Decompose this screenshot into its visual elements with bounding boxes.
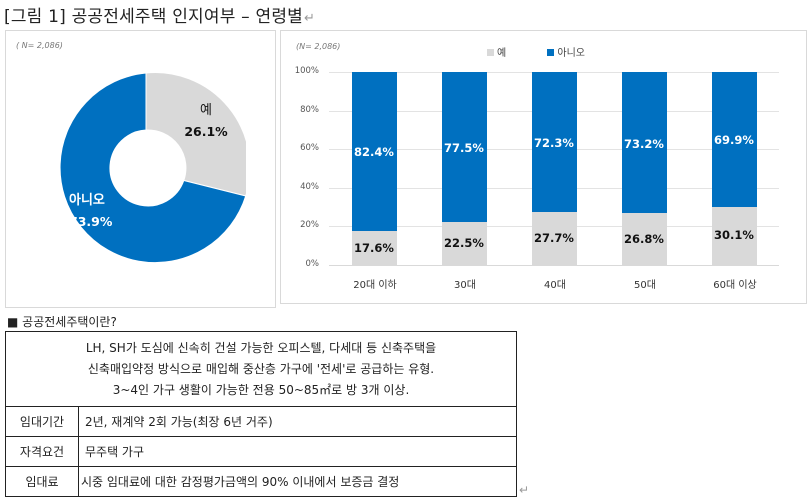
y-tick-0: 0% — [305, 259, 320, 269]
figure-title-text: [그림 1] 공공전세주택 인지여부 – 연령별 — [4, 7, 303, 27]
bar-40s-yes — [532, 212, 577, 265]
bar-60s-no-label: 69.9% — [714, 133, 754, 147]
pie-sample-size: ( N= 2,086) — [16, 41, 63, 50]
pie-label-no-value: 73.9% — [69, 214, 113, 229]
bar-20s-no-label: 82.4% — [354, 145, 394, 159]
pie-slice-no — [59, 73, 246, 263]
row-value-rent: 시중 임대료에 대한 감정평가금액의 90% 이내에서 보증금 결정 — [78, 466, 517, 497]
bar-legend: 예 아니오 — [487, 44, 585, 59]
row-label-rent: 임대료 — [5, 466, 79, 497]
y-tick-80: 80% — [300, 105, 319, 115]
pie-label-yes-value: 26.1% — [184, 124, 228, 139]
section-heading: ■ 공공전세주택이란? — [7, 315, 117, 329]
description-cell: LH, SH가 도심에 신속히 건설 가능한 오피스텔, 다세대 등 신축주택을… — [5, 331, 517, 407]
bar-60s-no — [712, 72, 757, 207]
bar-40s-yes-label: 27.7% — [534, 231, 574, 245]
bar-50s-no-label: 73.2% — [624, 137, 664, 151]
bar-50s-yes-label: 26.8% — [624, 232, 664, 246]
bar-sample-size: (N= 2,086) — [296, 42, 341, 51]
bar-40s-no — [532, 72, 577, 212]
x-axis-line — [329, 265, 779, 266]
row-label-rental-period: 임대기간 — [5, 406, 79, 437]
bar-50s-no — [622, 72, 667, 213]
bar-30s-no-label: 77.5% — [444, 141, 484, 155]
pie-label-no: 아니오 73.9% — [69, 189, 125, 229]
pie-chart-panel: ( N= 2,086) 예 26.1% 아니오 73.9% — [5, 30, 276, 308]
y-tick-60: 60% — [300, 143, 319, 153]
bar-20s-yes-label: 17.6% — [354, 241, 394, 255]
bar-20s-no — [352, 72, 397, 231]
y-tick-100: 100% — [294, 66, 319, 76]
x-category: 60대 이상 — [713, 280, 757, 291]
info-table: LH, SH가 도심에 신속히 건설 가능한 오피스텔, 다세대 등 신축주택을… — [5, 331, 517, 497]
figure-title: [그림 1] 공공전세주택 인지여부 – 연령별↵ — [4, 2, 315, 27]
row-value-eligibility: 무주택 가구 — [78, 436, 517, 467]
table-row: 임대기간 2년, 재계약 2회 가능(최장 6년 거주) — [5, 406, 517, 437]
bar-60s-yes-label: 30.1% — [714, 228, 754, 242]
x-category: 50대 — [634, 280, 656, 291]
legend-item-no: 아니오 — [547, 48, 585, 59]
pie-slice-yes — [145, 73, 246, 197]
bar-20s-yes — [352, 231, 397, 265]
x-category: 40대 — [544, 280, 566, 291]
paragraph-return-mark: ↵ — [304, 11, 316, 26]
bar-40s-no-label: 72.3% — [534, 136, 574, 150]
donut-chart — [59, 73, 246, 263]
bar-60s-yes — [712, 207, 757, 265]
description-line: 신축매입약정 방식으로 매입해 중산층 가구에 '전세'로 공급하는 유형. — [87, 361, 435, 376]
pie-label-no-name: 아니오 — [69, 193, 105, 208]
bar-30s-no — [442, 72, 487, 222]
table-row: 임대료 시중 임대료에 대한 감정평가금액의 90% 이내에서 보증금 결정 — [5, 466, 517, 497]
legend-swatch-no — [547, 48, 555, 56]
x-category: 30대 — [454, 280, 476, 291]
paragraph-return-mark: ↵ — [519, 483, 530, 497]
legend-item-yes: 예 — [487, 48, 506, 59]
pie-label-yes: 예 26.1% — [176, 99, 236, 139]
table-row: 자격요건 무주택 가구 — [5, 436, 517, 467]
row-label-eligibility: 자격요건 — [5, 436, 79, 467]
table-row-description: LH, SH가 도심에 신속히 건설 가능한 오피스텔, 다세대 등 신축주택을… — [5, 331, 517, 407]
bar-30s-yes-label: 22.5% — [444, 236, 484, 250]
description-line: 3~4인 가구 생활이 가능한 전용 50~85㎡로 방 3개 이상. — [112, 382, 410, 397]
description-line: LH, SH가 도심에 신속히 건설 가능한 오피스텔, 다세대 등 신축주택을 — [85, 340, 437, 355]
pie-label-yes-name: 예 — [200, 103, 212, 118]
legend-swatch-yes — [487, 48, 494, 56]
y-tick-20: 20% — [300, 220, 319, 230]
bar-50s-yes — [622, 213, 667, 265]
x-category: 20대 이하 — [353, 280, 397, 291]
y-tick-40: 40% — [300, 182, 319, 192]
row-value-rental-period: 2년, 재계약 2회 가능(최장 6년 거주) — [78, 406, 517, 437]
bar-30s-yes — [442, 222, 487, 265]
